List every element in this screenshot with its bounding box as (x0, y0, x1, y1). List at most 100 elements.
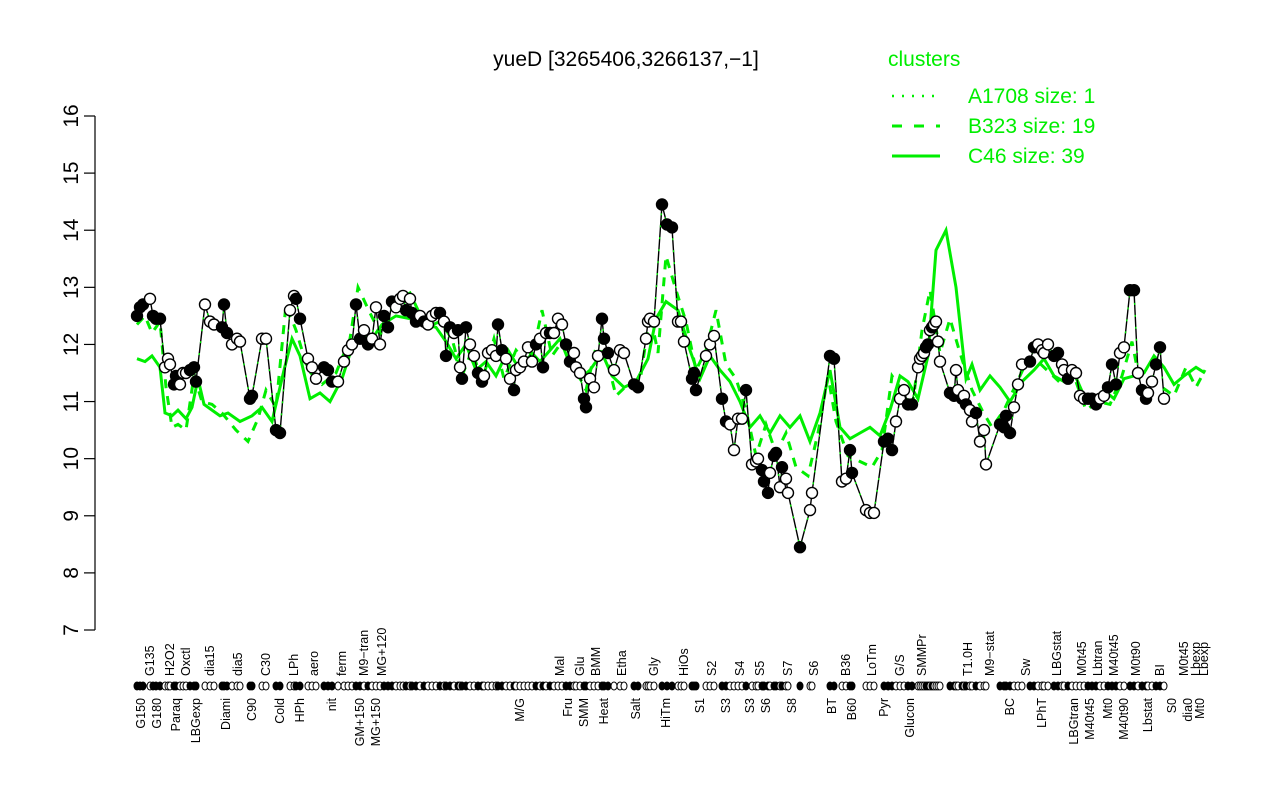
data-point (631, 381, 645, 394)
data-point (843, 443, 857, 457)
data-point (499, 352, 513, 365)
data-point (321, 363, 335, 377)
data-point (889, 415, 903, 428)
x-tick-label: G150 (134, 698, 148, 729)
data-point (647, 315, 661, 328)
x-tick-label: HPh (293, 698, 307, 722)
x-tick-label: LBGtran (1067, 698, 1081, 745)
x-tick-label: M40t45 (1083, 698, 1097, 740)
x-tick-label: T1.0H (961, 642, 975, 676)
data-point (349, 298, 363, 311)
x-tick-label: H2O2 (163, 643, 177, 676)
data-point (591, 349, 605, 363)
x-tick-label: Lbexp (1197, 642, 1211, 676)
data-point (1007, 401, 1021, 414)
data-point (143, 292, 157, 305)
data-point (999, 409, 1013, 422)
x-tick-label: Sw (1019, 658, 1033, 676)
data-point (1131, 366, 1145, 380)
data-point (639, 332, 653, 345)
x-tick-label: M40t90 (1117, 698, 1131, 740)
x-tick-label: S1 (693, 698, 707, 713)
data-point (573, 366, 587, 380)
x-tick-label: S4 (733, 661, 747, 676)
data-point (707, 329, 721, 343)
y-tick-label: 10 (60, 447, 83, 470)
x-tick-label: S6 (759, 698, 773, 713)
data-point (1023, 355, 1037, 368)
x-tick-label: Mt0 (1193, 698, 1207, 719)
x-tick-label: G/S (893, 654, 907, 676)
data-point (805, 486, 819, 500)
data-point (1011, 378, 1025, 391)
data-point (377, 309, 391, 323)
x-tick-label: S3 (719, 698, 733, 713)
data-point (536, 361, 550, 374)
data-point (337, 355, 351, 368)
data-point (259, 332, 273, 345)
data-point (905, 398, 919, 411)
data-point (217, 298, 231, 311)
data-point (463, 338, 477, 351)
data-point (525, 355, 539, 368)
x-tick-label: S8 (785, 698, 799, 713)
data-point (559, 338, 573, 351)
y-tick-label: 7 (60, 624, 83, 636)
legend-entry-a1708: A1708 size: 1 (892, 85, 1095, 108)
x-tick-label: Heat (597, 697, 611, 724)
y-tick-label: 12 (60, 333, 83, 356)
y-tick-label: 9 (60, 510, 83, 522)
data-point (455, 372, 469, 385)
x-tick-label: SMM (577, 698, 591, 727)
data-point (503, 372, 517, 385)
y-tick-label: 14 (60, 218, 83, 242)
x-tick-label: C90 (245, 698, 259, 721)
x-tick-label: LoTm (865, 644, 879, 676)
data-point (779, 472, 793, 485)
data-point (245, 389, 259, 402)
x-tick-label: HiOs (677, 648, 691, 676)
y-tick-label: 16 (60, 104, 83, 127)
data-point (687, 366, 701, 380)
data-point (677, 335, 691, 348)
x-tick-label: M9−tran (357, 630, 371, 676)
data-point (881, 432, 895, 445)
data-point (1141, 386, 1155, 400)
x-tick-label: S3 (743, 698, 757, 713)
data-point (233, 335, 247, 348)
data-point (655, 198, 669, 211)
data-point (373, 338, 387, 351)
x-tick-label: B36 (839, 654, 853, 676)
x-tick-label: BI (1153, 664, 1167, 676)
data-point (381, 321, 395, 334)
x-tick-label: S5 (753, 661, 767, 676)
x-tick-label: M0t45 (1177, 641, 1191, 676)
x-axis-marker-row (133, 681, 1168, 691)
data-point (491, 318, 505, 331)
legend-label-b323: B323 size: 19 (968, 115, 1095, 138)
data-point (1157, 392, 1171, 405)
data-point (699, 349, 713, 363)
chart-title: yueD [3265406,3266137,−1] (493, 48, 759, 71)
x-tick-label: LPh (287, 654, 301, 676)
y-axis: 7 8 9 10 11 12 13 14 15 16 (60, 104, 96, 636)
data-point (715, 392, 729, 405)
data-point (331, 375, 345, 388)
legend-entry-c46: C46 size: 39 (892, 145, 1085, 168)
data-point (189, 375, 203, 388)
data-point (453, 361, 467, 374)
data-point (1041, 338, 1055, 351)
data-point (1105, 358, 1119, 371)
data-point (933, 355, 947, 368)
x-tick-label: M40t45 (1107, 634, 1121, 676)
data-point (781, 486, 795, 500)
x-tick-label: Lbtran (1091, 641, 1105, 676)
x-tick-label: C30 (259, 653, 273, 676)
x-tick-label: S7 (781, 661, 795, 676)
data-point (198, 298, 212, 311)
data-point (929, 315, 943, 328)
x-tick-label: M9−stat (983, 631, 997, 676)
data-point (601, 346, 615, 360)
data-point (1051, 346, 1065, 360)
y-tick-label: 8 (60, 567, 83, 579)
